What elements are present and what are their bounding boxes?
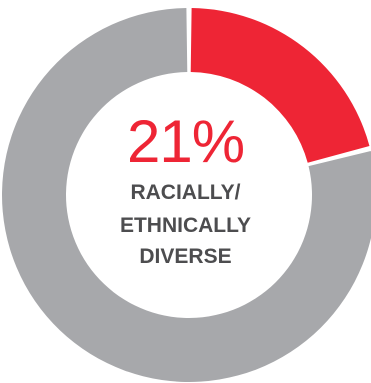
donut-slice-0 — [190, 8, 370, 163]
donut-slice-1 — [2, 8, 371, 382]
